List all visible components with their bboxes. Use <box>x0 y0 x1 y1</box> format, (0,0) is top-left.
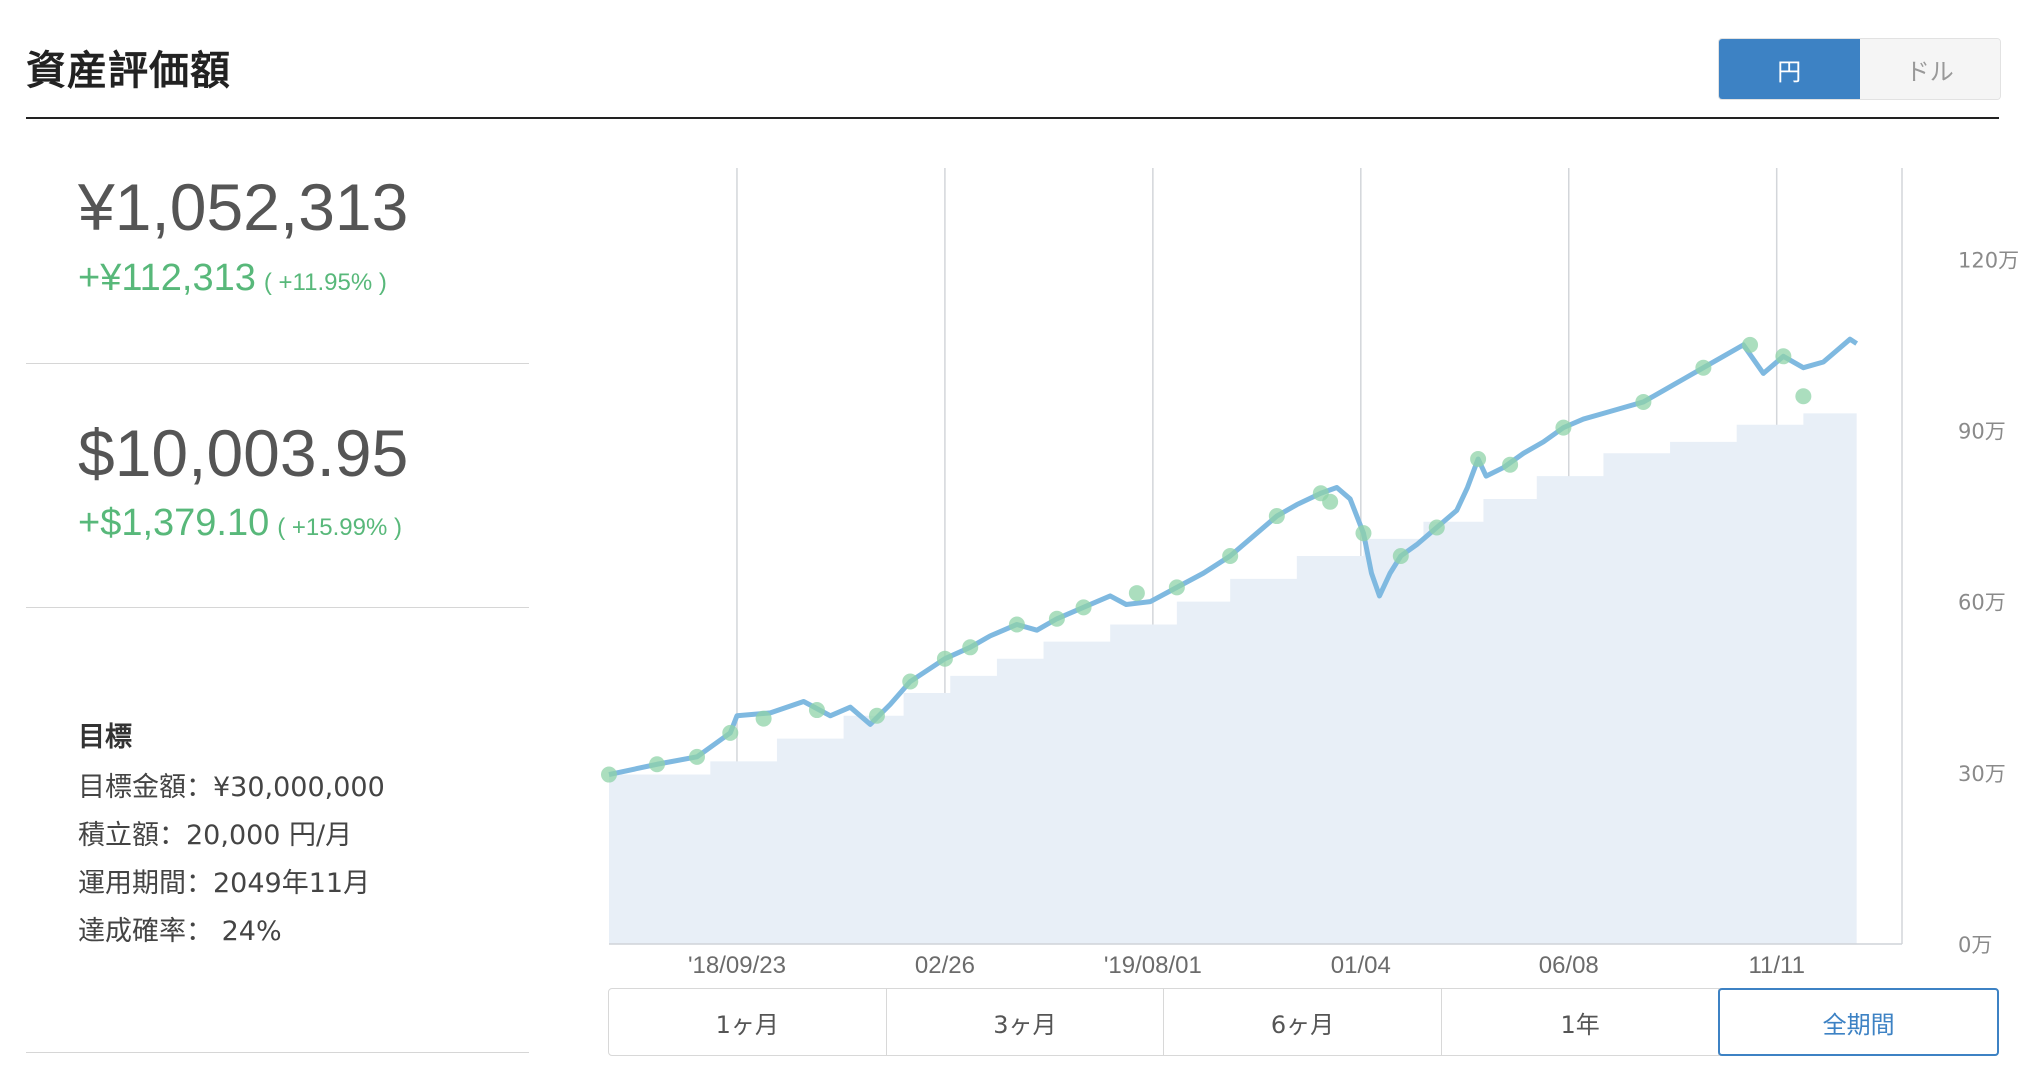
summary-divider <box>26 363 529 364</box>
y-tick-label: 90万 <box>1958 419 2006 443</box>
deposit-marker <box>1075 599 1092 616</box>
goal-period: 運用期間：2049年11月 <box>78 868 371 899</box>
deposit-marker <box>755 710 772 727</box>
header-divider <box>26 117 1999 119</box>
deposit-marker <box>648 756 665 773</box>
deposit-marker <box>902 673 919 690</box>
deposit-marker <box>1470 451 1487 467</box>
deposit-marker <box>1555 419 1572 436</box>
deposit-marker <box>1168 579 1185 596</box>
x-tick-label: '19/08/01 <box>1104 952 1202 979</box>
x-tick-label: 01/04 <box>1331 952 1391 979</box>
currency-toggle[interactable]: 円 ドル <box>1718 38 2001 100</box>
usd-gain-amount: +$1,379.10 <box>78 502 270 544</box>
deposit-marker <box>1128 585 1145 602</box>
usd-total-value: $10,003.95 <box>78 416 409 490</box>
deposit-marker <box>1635 393 1652 410</box>
deposit-marker <box>1268 508 1285 525</box>
deposit-marker <box>1355 525 1372 542</box>
range-all-button[interactable]: 全期間 <box>1718 988 1999 1056</box>
goal-title: 目標 <box>78 722 132 753</box>
deposit-marker <box>1742 336 1759 353</box>
currency-dollar-button[interactable]: ドル <box>1859 39 2000 99</box>
x-tick-label: '18/09/23 <box>688 952 786 979</box>
goal-probability: 達成確率： 24% <box>78 916 282 947</box>
usd-gain-percent: ( +15.99% ) <box>277 514 402 541</box>
range-3month-button[interactable]: 3ヶ月 <box>887 989 1165 1055</box>
summary-divider <box>26 1052 529 1053</box>
jpy-total-value: ¥1,052,313 <box>78 170 409 244</box>
deposit-marker <box>936 650 953 667</box>
deposit-marker <box>1775 348 1792 365</box>
range-selector[interactable]: 1ヶ月 3ヶ月 6ヶ月 1年 全期間 <box>608 988 1999 1056</box>
deposit-marker <box>722 724 739 741</box>
principal-area <box>609 407 1857 944</box>
jpy-gain-amount: +¥112,313 <box>78 257 256 299</box>
summary-divider <box>26 607 529 608</box>
range-6month-button[interactable]: 6ヶ月 <box>1164 989 1442 1055</box>
deposit-marker <box>1322 493 1339 510</box>
deposit-marker <box>868 707 885 724</box>
deposit-marker <box>688 748 705 765</box>
deposit-marker <box>1008 616 1025 633</box>
deposit-marker <box>1795 388 1812 405</box>
goal-target-amount: 目標金額：¥30,000,000 <box>78 772 385 803</box>
currency-yen-button[interactable]: 円 <box>1719 39 1860 99</box>
x-tick-label: 02/26 <box>915 952 975 979</box>
deposit-marker <box>1502 456 1519 473</box>
deposit-marker <box>962 639 979 656</box>
deposit-marker <box>1222 548 1239 564</box>
range-1year-button[interactable]: 1年 <box>1442 989 1720 1055</box>
deposit-marker <box>601 766 617 783</box>
deposit-marker <box>1428 519 1445 536</box>
y-tick-label: 60万 <box>1958 591 2006 615</box>
y-tick-label: 30万 <box>1958 762 2006 786</box>
jpy-gain: +¥112,313 ( +11.95% ) <box>78 257 387 300</box>
range-1month-button[interactable]: 1ヶ月 <box>609 989 887 1055</box>
x-tick-label: 06/08 <box>1539 952 1599 979</box>
deposit-marker <box>1392 548 1409 564</box>
deposit-marker <box>1695 359 1712 376</box>
x-tick-label: 11/11 <box>1748 952 1805 979</box>
goal-monthly-contribution: 積立額：20,000 円/月 <box>78 820 353 851</box>
deposit-marker <box>1048 610 1065 627</box>
page-title: 資産評価額 <box>26 48 231 94</box>
deposit-marker <box>808 702 825 719</box>
jpy-gain-percent: ( +11.95% ) <box>263 269 387 296</box>
y-tick-label: 120万 <box>1958 248 2019 272</box>
usd-gain: +$1,379.10 ( +15.99% ) <box>78 502 402 545</box>
y-tick-label: 0万 <box>1958 933 1992 957</box>
